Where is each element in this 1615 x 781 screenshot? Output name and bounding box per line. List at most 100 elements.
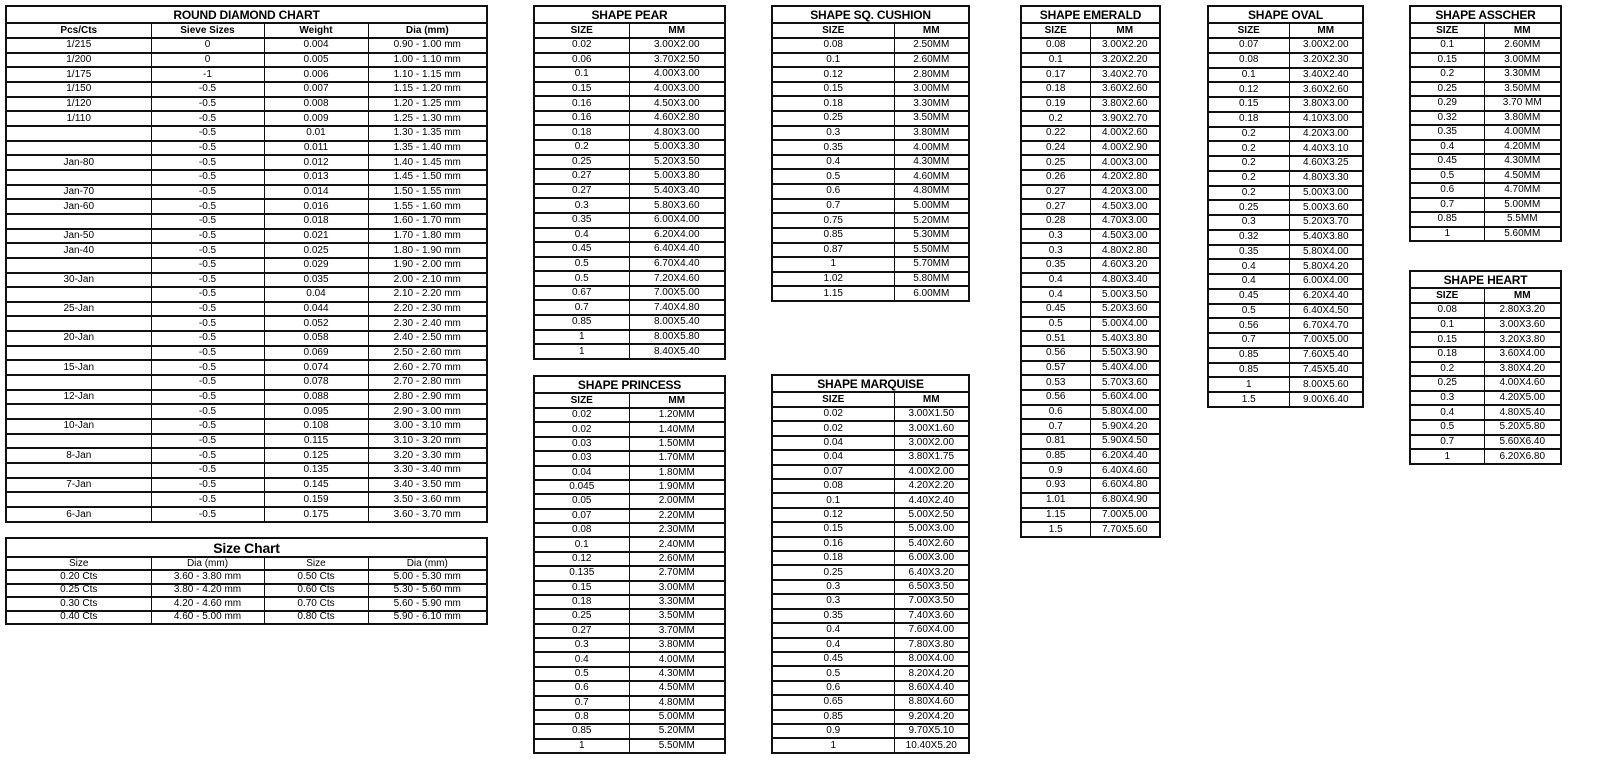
table-cell: 2.00MM	[628, 493, 726, 510]
table-cell: 0.18	[771, 550, 895, 567]
table-cell: 5.20X3.70	[1288, 214, 1364, 231]
table-row: 0.07 4.00X2.00	[771, 464, 970, 481]
table-cell: -0.5	[150, 462, 265, 479]
table-cell: -0.5	[150, 272, 265, 289]
table-title: SHAPE PRINCESS	[533, 375, 726, 394]
table-row: 0.7 5.00MM	[771, 198, 970, 215]
table-cell: 4.30MM	[893, 154, 970, 171]
table-cell: 0.1	[771, 52, 895, 69]
table-cell: -0.5	[150, 418, 265, 435]
table-cell: 3.00X2.20	[1089, 37, 1161, 54]
table-cell: 0.009	[263, 110, 369, 127]
table-row: 0.5 5.00X4.00	[1020, 316, 1161, 333]
table-cell: 0.18	[1020, 81, 1091, 98]
table-row: 1/110 -0.5 0.009 1.25 - 1.30 mm	[5, 110, 488, 127]
table-cell: 0.088	[263, 389, 369, 406]
table-cell: 0.30 Cts	[5, 596, 152, 612]
table-cell: 4.60 - 5.00 mm	[150, 610, 265, 625]
table-row: 0.35 4.60X3.20	[1020, 257, 1161, 274]
table-row: 0.56 6.70X4.70	[1207, 317, 1364, 334]
shape-oval-table: SHAPE OVAL SIZE MM 0.07 3.00X2.00 0.08 3.20X2.…	[1207, 5, 1364, 408]
table-cell: 4.60X3.20	[1089, 257, 1161, 274]
table-row: 0.03 1.70MM	[533, 450, 726, 467]
table-cell: 2.00 - 2.10 mm	[367, 272, 488, 289]
table-cell: 6.40X3.20	[893, 564, 970, 581]
table-row: 0.20 Cts 3.60 - 3.80 mm 0.50 Cts 5.00 - 5.3…	[5, 569, 488, 585]
table-row: 0.93 6.60X4.80	[1020, 477, 1161, 494]
table-cell: 1.55 - 1.60 mm	[367, 198, 488, 215]
table-title: SHAPE EMERALD	[1020, 5, 1161, 24]
table-cell: 0.008	[263, 96, 369, 113]
table-cell: 4.20X2.80	[1089, 169, 1161, 186]
table-row: 0.15 4.00X3.00	[533, 81, 726, 98]
table-cell: 5.80X4.20	[1288, 258, 1364, 275]
table-row: 0.26 4.20X2.80	[1020, 169, 1161, 186]
table-row: 0.02 1.20MM	[533, 407, 726, 424]
table-row: 0.85 5.20MM	[533, 723, 726, 740]
table-cell: 5.80X4.00	[1089, 404, 1161, 421]
table-cell: -0.5	[150, 345, 265, 362]
table-cell: 2.60MM	[893, 52, 970, 69]
table-cell: 0.7	[1409, 434, 1485, 451]
table-cell: 1.40MM	[628, 421, 726, 438]
table-row: 0.2 4.40X3.10	[1207, 140, 1364, 157]
table-row: 0.7 5.90X4.20	[1020, 418, 1161, 436]
table-cell: 0.85	[533, 723, 630, 740]
table-cell: 4.00X4.60	[1483, 375, 1562, 392]
table-cell: -0.5	[150, 125, 265, 142]
table-row: 1/200 0 0.005 1.00 - 1.10 mm	[5, 52, 488, 69]
table-cell: 5.30MM	[893, 227, 970, 244]
table-cell: 0.044	[263, 301, 369, 318]
table-cell: 5.40X2.60	[893, 536, 970, 553]
table-cell: 4.70X3.00	[1089, 213, 1161, 230]
column-header: MM	[1089, 22, 1161, 39]
table-cell: 0.5	[771, 168, 895, 186]
table-cell: 0.85	[1207, 347, 1290, 364]
table-cell	[5, 374, 152, 391]
table-row: 0.2 5.00X3.00	[1207, 185, 1364, 202]
table-cell: 3.70MM	[628, 623, 726, 640]
table-cell: 0.007	[263, 81, 369, 98]
table-cell: 0.12	[533, 551, 630, 568]
table-cell: 4.00MM	[893, 139, 970, 156]
table-cell: 0.035	[263, 272, 369, 289]
table-cell	[5, 213, 152, 230]
table-cell: 0.28	[1020, 213, 1091, 230]
table-row: 0.45 5.20X3.60	[1020, 301, 1161, 318]
table-row: 0.08 3.00X2.20	[1020, 37, 1161, 54]
table-cell: 2.60MM	[1483, 37, 1562, 54]
table-row: 0.6 8.60X4.40	[771, 680, 970, 697]
table-cell: 5.00 - 5.30 mm	[367, 569, 488, 585]
table-row: 0.16 4.60X2.80	[533, 110, 726, 127]
table-cell: 3.20X3.80	[1483, 331, 1562, 348]
table-cell: 3.20 - 3.30 mm	[367, 447, 488, 465]
table-row: 1/175 -1 0.006 1.10 - 1.15 mm	[5, 66, 488, 83]
table-cell: 0.32	[1409, 110, 1485, 126]
table-cell: 0.7	[533, 299, 630, 316]
table-cell: 0.04	[771, 449, 895, 466]
table-row: 0.08 3.20X2.30	[1207, 52, 1364, 69]
table-row: 0.85 5.30MM	[771, 227, 970, 244]
table-cell: 0.6	[1020, 404, 1091, 421]
table-cell: 3.80MM	[893, 125, 970, 142]
table-row: 1/150 -0.5 0.007 1.15 - 1.20 mm	[5, 81, 488, 98]
table-cell: 3.00X1.50	[893, 406, 970, 423]
table-cell: 0.90 - 1.00 mm	[367, 37, 488, 54]
table-cell: 2.90 - 3.00 mm	[367, 403, 488, 421]
table-row: 0.4 4.80X5.40	[1409, 404, 1562, 421]
table-row: 0.32 5.40X3.80	[1207, 229, 1364, 246]
table-row: 0.5 4.50MM	[1409, 168, 1562, 184]
table-cell: 0.08	[533, 522, 630, 539]
table-cell: 0.67	[533, 285, 630, 302]
table-row: 30-Jan -0.5 0.035 2.00 - 2.10 mm	[5, 272, 488, 289]
table-cell: 5.00X3.00	[1288, 185, 1364, 202]
table-cell: 1	[1409, 448, 1485, 465]
column-header: MM	[628, 392, 726, 409]
table-cell: 0.014	[263, 184, 369, 201]
table-row: 0.8 5.00MM	[533, 709, 726, 726]
table-cell: 0.018	[263, 213, 369, 230]
table-cell: 0.02	[771, 406, 895, 423]
table-row: 0.045 1.90MM	[533, 479, 726, 496]
table-cell: 1.02	[771, 271, 895, 288]
table-row: 0.2 4.80X3.30	[1207, 170, 1364, 187]
